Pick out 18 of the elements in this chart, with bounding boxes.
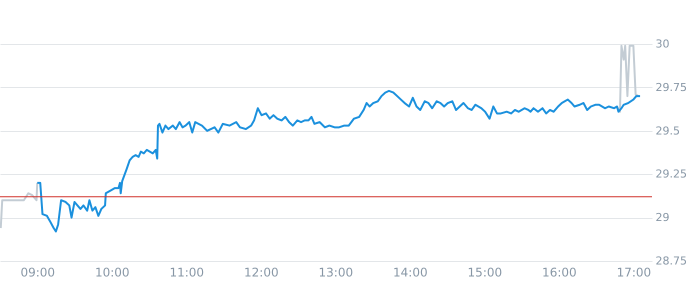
x-tick-label: 09:00 (20, 266, 56, 280)
y-tick-label: 28.75 (656, 254, 687, 268)
x-tick-label: 11:00 (169, 266, 204, 280)
y-tick-label: 29 (656, 211, 670, 224)
x-tick-label: 17:00 (616, 266, 652, 280)
x-tick-label: 12:00 (244, 266, 279, 280)
x-tick-label: 14:00 (393, 266, 428, 280)
x-tick-label: 15:00 (468, 266, 502, 280)
x-tick-label: 16:00 (542, 266, 577, 280)
y-tick-label: 29.25 (656, 168, 687, 181)
line-series (0, 182, 38, 230)
x-tick-label: 10:00 (94, 266, 130, 280)
y-tick-label: 29.5 (656, 124, 680, 138)
line-series (36, 90, 642, 232)
y-tick-label: 29.75 (656, 80, 687, 94)
line-series (616, 44, 640, 113)
x-tick-label: 13:00 (318, 266, 354, 280)
y-tick-label: 30 (656, 38, 670, 50)
